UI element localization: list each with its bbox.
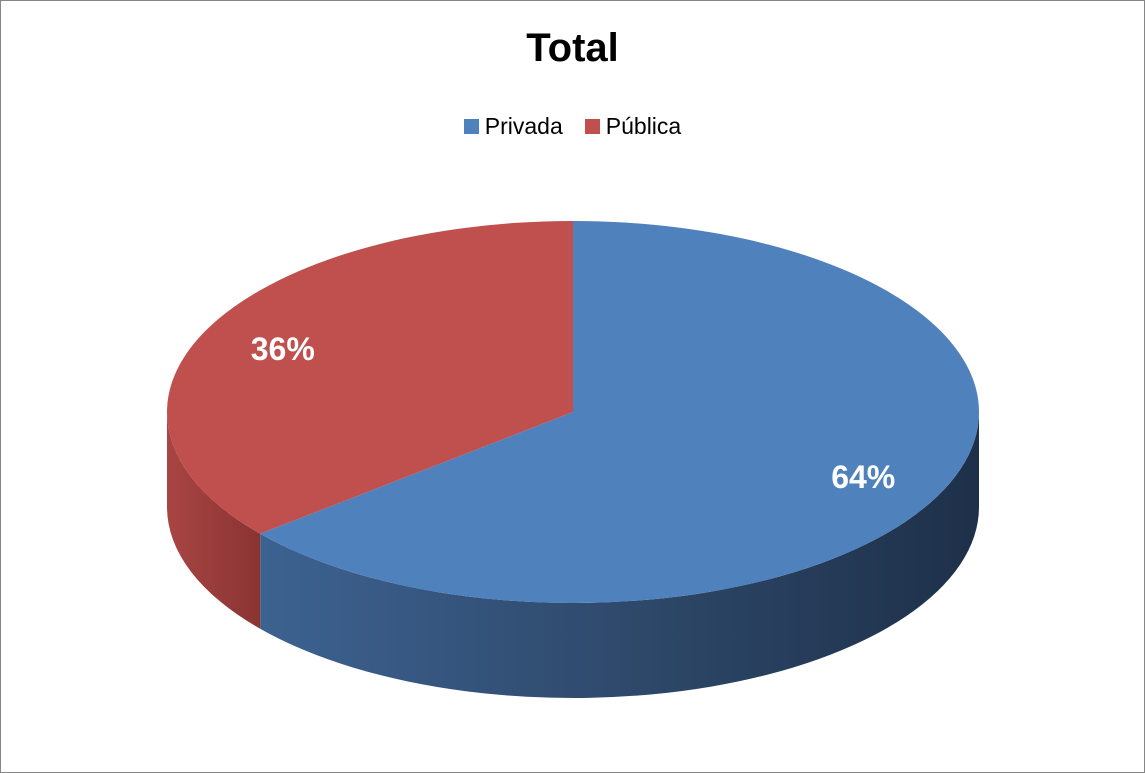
pie-sides bbox=[167, 412, 979, 698]
legend-item-publica: Pública bbox=[584, 113, 682, 140]
pie-slice-privada bbox=[260, 221, 980, 603]
data-label-privada: 64% bbox=[831, 459, 895, 495]
legend: Privada Pública bbox=[0, 113, 1145, 140]
pie-side-publica bbox=[167, 412, 261, 629]
legend-label-privada: Privada bbox=[484, 113, 563, 139]
pie-tops bbox=[167, 221, 980, 603]
legend-label-publica: Pública bbox=[605, 113, 682, 139]
pie-side-privada bbox=[260, 412, 979, 698]
legend-swatch-privada bbox=[463, 119, 479, 134]
data-label-publica: 36% bbox=[251, 331, 315, 367]
pie-slice-publica bbox=[167, 221, 574, 534]
pie-labels: 64% 36% bbox=[251, 331, 895, 495]
legend-swatch-publica bbox=[584, 119, 600, 134]
legend-item-privada: Privada bbox=[463, 113, 563, 140]
chart-title: Total bbox=[526, 26, 619, 70]
